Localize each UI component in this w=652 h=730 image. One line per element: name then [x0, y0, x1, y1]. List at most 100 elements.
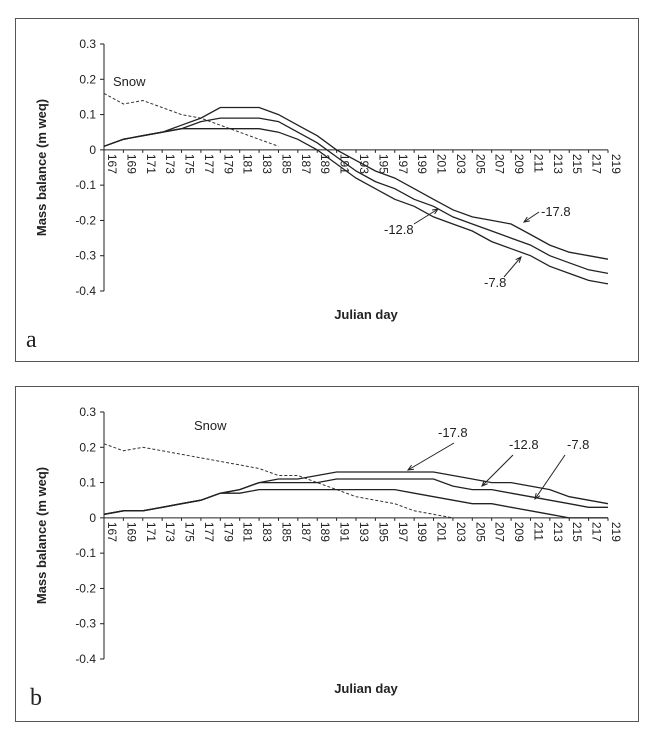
- x-tick-label: 215: [570, 154, 584, 174]
- x-tick-label: 185: [279, 522, 293, 542]
- series-annotation: -12.8: [509, 437, 539, 452]
- series-line-78: [103, 128, 609, 285]
- x-tick-label: 167: [105, 522, 119, 542]
- x-tick-label: 197: [396, 154, 410, 174]
- annotation-leader: [523, 211, 540, 223]
- x-tick-label: 169: [124, 154, 138, 174]
- chart-panel-b: 0.3 0.2 0.1 0 -0.1 -0.2 -0.3 -0.4 167 169 171 173 17…: [15, 386, 639, 722]
- x-tick-label: 173: [163, 522, 177, 542]
- x-tick-label: 219: [609, 522, 623, 542]
- y-tick-label: -0.1: [75, 546, 96, 560]
- x-tick-label: 187: [299, 154, 313, 174]
- x-tick-label: 195: [376, 522, 390, 542]
- x-tick-label: 211: [531, 522, 545, 541]
- x-tick-label: 205: [473, 154, 487, 174]
- x-tick-label: 171: [144, 522, 158, 542]
- annotation-arrowhead: [431, 208, 440, 215]
- x-tick-label: 171: [144, 154, 158, 174]
- x-tick-label: 201: [435, 154, 449, 174]
- x-tick-label: 195: [376, 154, 390, 174]
- y-axis-title: Mass balance (m weq): [34, 467, 49, 604]
- snow-label: Snow: [113, 74, 146, 89]
- y-tick-label: -0.3: [75, 249, 96, 263]
- y-tick-label: -0.1: [75, 178, 96, 192]
- annotation-arrowhead: [515, 256, 522, 263]
- annotation-arrowhead: [522, 216, 530, 223]
- x-tick-label: 167: [105, 154, 119, 174]
- x-tick-label: 175: [183, 522, 197, 542]
- x-tick-label: 213: [551, 154, 565, 174]
- y-axis-title: Mass balance (m weq): [34, 99, 49, 236]
- x-tick-label: 175: [183, 154, 197, 174]
- x-tick-label: 191: [338, 154, 352, 174]
- x-tick-label: 209: [512, 154, 526, 174]
- snow-label: Snow: [194, 418, 227, 433]
- series-line-178: [103, 106, 609, 260]
- x-tick-label: 173: [163, 154, 177, 174]
- x-tick-label: 207: [493, 522, 507, 542]
- x-tick-label: 189: [318, 522, 332, 542]
- x-tick-label: 201: [435, 522, 449, 542]
- annotation-arrowhead: [481, 480, 488, 487]
- series-annotation: -7.8: [567, 437, 589, 452]
- y-tick-label: -0.4: [75, 652, 96, 666]
- x-tick-label: 217: [590, 154, 604, 174]
- series-annotation: -7.8: [484, 275, 506, 290]
- y-tick-label: -0.4: [75, 284, 96, 298]
- snow-series-line: [103, 92, 279, 147]
- x-tick-label: 183: [260, 154, 274, 174]
- x-tick-label: 179: [221, 154, 235, 174]
- x-tick-label: 213: [551, 522, 565, 542]
- x-axis-title: Julian day: [334, 681, 398, 696]
- x-tick-label: 189: [318, 154, 332, 174]
- x-tick-label: 209: [512, 522, 526, 542]
- x-tick-label: 181: [241, 522, 255, 542]
- y-tick-label: 0: [89, 511, 96, 525]
- x-tick-label: 205: [473, 522, 487, 542]
- annotation-leader: [407, 442, 455, 471]
- y-tick-label: 0.3: [79, 37, 96, 51]
- annotation-leader: [503, 256, 522, 278]
- series-annotation: -17.8: [438, 425, 468, 440]
- y-tick-label: 0: [89, 143, 96, 157]
- panel-label: b: [30, 685, 42, 711]
- x-tick-label: 185: [279, 154, 293, 174]
- x-tick-label: 211: [531, 154, 545, 173]
- x-tick-label: 219: [609, 154, 623, 174]
- annotation-leader: [481, 454, 514, 487]
- x-tick-label: 203: [454, 522, 468, 542]
- series-line-78: [103, 488, 608, 519]
- x-tick-label: 177: [202, 522, 216, 542]
- series-annotation: -17.8: [541, 204, 571, 219]
- x-tick-label: 179: [221, 522, 235, 542]
- x-tick-label: 217: [590, 522, 604, 542]
- x-tick-label: 207: [493, 154, 507, 174]
- y-tick-label: -0.2: [75, 581, 96, 595]
- snow-series-line: [103, 443, 453, 519]
- series-annotation: -12.8: [384, 222, 414, 237]
- x-axis-title: Julian day: [334, 307, 398, 322]
- chart-panel-a: 0.3 0.2 0.1 0 -0.1 -0.2 -0.3 -0.4 167 169 171 173 17…: [15, 18, 639, 362]
- x-tick-label: 187: [299, 522, 313, 542]
- x-tick-label: 169: [124, 522, 138, 542]
- y-tick-label: 0.3: [79, 405, 96, 419]
- annotation-leader: [534, 454, 566, 500]
- series-line-128: [103, 117, 609, 275]
- x-tick-label: 183: [260, 522, 274, 542]
- x-tick-label: 181: [241, 154, 255, 174]
- y-tick-label: 0.2: [79, 440, 96, 454]
- annotation-leader: [413, 208, 439, 225]
- y-tick-label: 0.1: [79, 108, 96, 122]
- x-tick-label: 199: [415, 522, 429, 542]
- x-tick-label: 203: [454, 154, 468, 174]
- annotation-arrowhead: [534, 493, 541, 501]
- x-tick-label: 215: [570, 522, 584, 542]
- y-tick-label: -0.3: [75, 617, 96, 631]
- x-tick-label: 197: [396, 522, 410, 542]
- mass-balance-chart-a: 0.3 0.2 0.1 0 -0.1 -0.2 -0.3 -0.4 167 169 171 173 17…: [26, 37, 623, 353]
- x-tick-label: 191: [338, 522, 352, 542]
- mass-balance-chart-b: 0.3 0.2 0.1 0 -0.1 -0.2 -0.3 -0.4 167 169 171 173 17…: [30, 405, 623, 711]
- x-tick-label: 177: [202, 154, 216, 174]
- annotation-arrowhead: [406, 464, 415, 471]
- y-tick-label: 0.1: [79, 476, 96, 490]
